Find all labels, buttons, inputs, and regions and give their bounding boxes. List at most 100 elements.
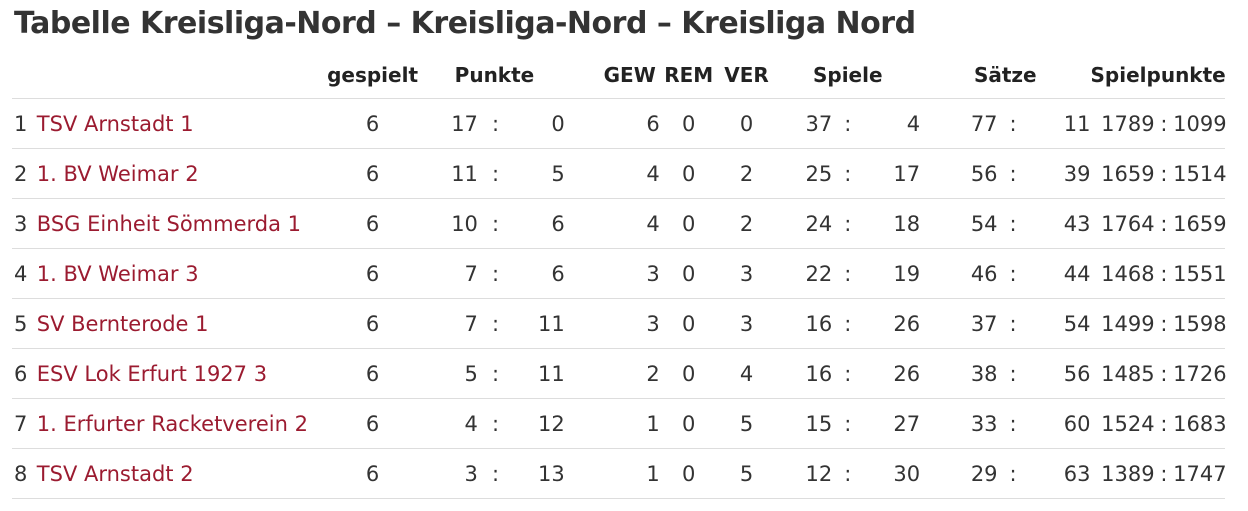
games-for-cell: 37 — [775, 98, 833, 149]
games-for-cell: 22 — [775, 248, 833, 299]
team-link[interactable]: TSV Arnstadt 2 — [36, 461, 194, 486]
team-link[interactable]: BSG Einheit Sömmerda 1 — [36, 211, 301, 236]
matchpoints-for-cell: 1485 — [1090, 348, 1155, 399]
team-cell: TSV Arnstadt 2 — [36, 448, 321, 499]
games-against-cell: 17 — [863, 148, 921, 199]
page-title: Tabelle Kreisliga-Nord – Kreisliga-Nord … — [14, 6, 916, 41]
points-against-cell: 13 — [513, 448, 565, 499]
table-row: 4 1. BV Weimar 3 6 7:6 3 0 3 22:19 46:44 1468:155… — [12, 248, 1227, 299]
points-against-cell: 6 — [513, 198, 565, 249]
points-for-cell: 11 — [424, 148, 478, 199]
games-for-cell: 25 — [775, 148, 833, 199]
won-cell: 2 — [564, 348, 660, 399]
games-separator: : — [832, 448, 864, 499]
games-separator: : — [832, 198, 864, 249]
matchpoints-separator: : — [1154, 298, 1174, 349]
sets-separator: : — [997, 298, 1029, 349]
team-cell: TSV Arnstadt 1 — [36, 98, 321, 149]
header-lost: VER — [717, 52, 776, 99]
table-row: 1 TSV Arnstadt 1 6 17:0 6 0 0 37:4 77:11 1789:109… — [12, 98, 1227, 149]
sets-for-cell: 46 — [920, 248, 998, 299]
team-cell: SV Bernterode 1 — [36, 298, 321, 349]
points-separator: : — [477, 298, 514, 349]
points-against-cell: 5 — [513, 148, 565, 199]
team-link[interactable]: 1. Erfurter Racketverein 2 — [36, 411, 308, 436]
games-separator: : — [832, 298, 864, 349]
matchpoints-separator: : — [1154, 98, 1174, 149]
sets-separator: : — [997, 398, 1029, 449]
matchpoints-against-cell: 1683 — [1173, 398, 1227, 449]
points-against-cell: 11 — [513, 298, 565, 349]
header-won: GEW — [564, 52, 660, 99]
team-link[interactable]: ESV Lok Erfurt 1927 3 — [36, 361, 268, 386]
table-row: 2 1. BV Weimar 2 6 11:5 4 0 2 25:17 56:39 1659:15… — [12, 148, 1227, 199]
points-against-cell: 6 — [513, 248, 565, 299]
table-row: 5 SV Bernterode 1 6 7:11 3 0 3 16:26 37:54 1499:1… — [12, 298, 1227, 349]
points-separator: : — [477, 198, 514, 249]
lost-cell: 3 — [717, 248, 776, 299]
won-cell: 1 — [564, 398, 660, 449]
table-header-row: gespielt Punkte GEW REM VER Spiele Sätze… — [12, 52, 1226, 99]
games-separator: : — [832, 398, 864, 449]
sets-separator: : — [997, 248, 1029, 299]
games-against-cell: 27 — [863, 398, 921, 449]
lost-cell: 2 — [717, 148, 776, 199]
team-link[interactable]: 1. BV Weimar 3 — [36, 261, 199, 286]
games-for-cell: 16 — [775, 298, 833, 349]
points-against-cell: 0 — [513, 98, 565, 149]
sets-separator: : — [997, 448, 1029, 499]
matchpoints-against-cell: 1747 — [1173, 448, 1227, 499]
games-for-cell: 15 — [775, 398, 833, 449]
games-against-cell: 18 — [863, 198, 921, 249]
matchpoints-for-cell: 1524 — [1090, 398, 1155, 449]
header-matchpoints: Spielpunkte — [1090, 52, 1226, 99]
team-cell: ESV Lok Erfurt 1927 3 — [36, 348, 321, 399]
drawn-cell: 0 — [659, 298, 718, 349]
sets-for-cell: 33 — [920, 398, 998, 449]
won-cell: 1 — [564, 448, 660, 499]
rank-cell: 7 — [12, 398, 37, 449]
matchpoints-against-cell: 1514 — [1173, 148, 1227, 199]
drawn-cell: 0 — [659, 148, 718, 199]
header-games: Spiele — [775, 52, 921, 99]
played-cell: 6 — [320, 198, 425, 249]
points-against-cell: 11 — [513, 348, 565, 399]
won-cell: 3 — [564, 298, 660, 349]
drawn-cell: 0 — [659, 398, 718, 449]
lost-cell: 2 — [717, 198, 776, 249]
standings-table: gespielt Punkte GEW REM VER Spiele Sätze… — [12, 52, 1227, 499]
sets-for-cell: 38 — [920, 348, 998, 399]
played-cell: 6 — [320, 98, 425, 149]
points-for-cell: 3 — [424, 448, 478, 499]
matchpoints-against-cell: 1726 — [1173, 348, 1227, 399]
points-for-cell: 10 — [424, 198, 478, 249]
won-cell: 4 — [564, 198, 660, 249]
matchpoints-for-cell: 1659 — [1090, 148, 1155, 199]
team-link[interactable]: SV Bernterode 1 — [36, 311, 209, 336]
points-against-cell: 12 — [513, 398, 565, 449]
sets-separator: : — [997, 98, 1029, 149]
sets-for-cell: 37 — [920, 298, 998, 349]
team-link[interactable]: 1. BV Weimar 2 — [36, 161, 199, 186]
matchpoints-separator: : — [1154, 198, 1174, 249]
rank-cell: 5 — [12, 298, 37, 349]
rank-cell: 8 — [12, 448, 37, 499]
games-for-cell: 16 — [775, 348, 833, 399]
header-drawn: REM — [659, 52, 718, 99]
sets-separator: : — [997, 148, 1029, 199]
drawn-cell: 0 — [659, 98, 718, 149]
team-link[interactable]: TSV Arnstadt 1 — [36, 111, 194, 136]
matchpoints-against-cell: 1099 — [1173, 98, 1227, 149]
sets-for-cell: 56 — [920, 148, 998, 199]
rank-cell: 1 — [12, 98, 37, 149]
rank-cell: 3 — [12, 198, 37, 249]
games-separator: : — [832, 98, 864, 149]
games-against-cell: 26 — [863, 298, 921, 349]
games-against-cell: 26 — [863, 348, 921, 399]
matchpoints-for-cell: 1499 — [1090, 298, 1155, 349]
sets-for-cell: 29 — [920, 448, 998, 499]
matchpoints-separator: : — [1154, 148, 1174, 199]
team-cell: 1. BV Weimar 2 — [36, 148, 321, 199]
lost-cell: 0 — [717, 98, 776, 149]
